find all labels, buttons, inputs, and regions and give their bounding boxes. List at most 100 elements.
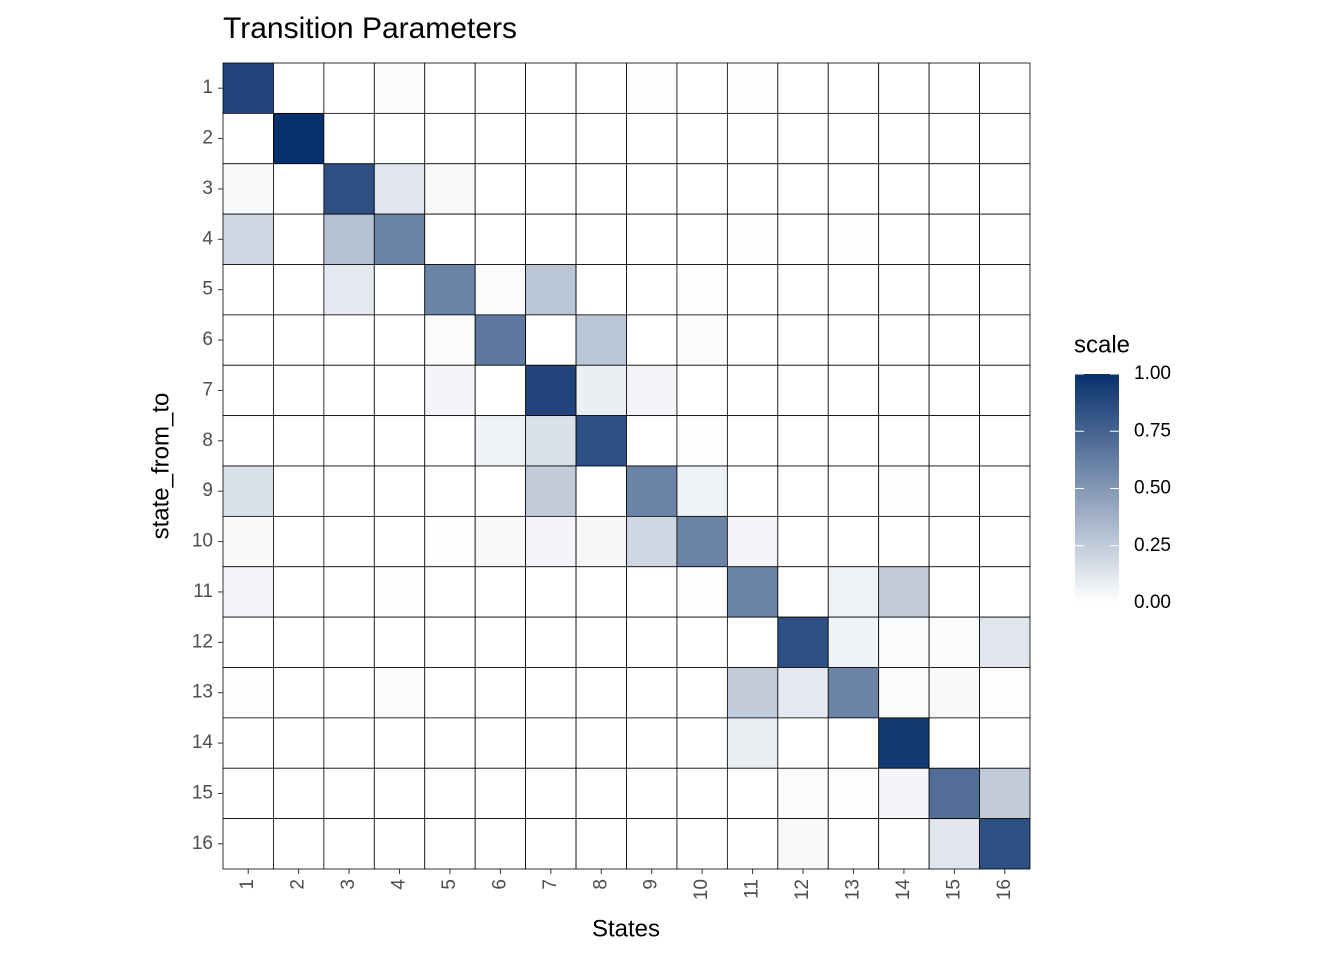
x-tick-label: 4 bbox=[389, 879, 410, 890]
cell bbox=[676, 163, 728, 215]
cell bbox=[777, 112, 829, 165]
y-tick-label: 14 bbox=[192, 732, 214, 753]
cell bbox=[424, 465, 476, 517]
cell bbox=[777, 415, 829, 467]
cell bbox=[323, 616, 375, 668]
cell bbox=[626, 667, 678, 719]
cell bbox=[273, 667, 325, 719]
cell bbox=[626, 213, 678, 265]
cell bbox=[928, 264, 980, 316]
cell bbox=[827, 314, 880, 366]
cell bbox=[575, 667, 627, 719]
cell bbox=[525, 667, 577, 719]
cell bbox=[777, 818, 829, 870]
cell bbox=[323, 415, 375, 467]
cell bbox=[626, 415, 678, 467]
cell bbox=[525, 213, 577, 265]
cell bbox=[726, 465, 779, 517]
x-tick-label: 14 bbox=[893, 879, 914, 901]
cell bbox=[373, 264, 426, 316]
cell bbox=[726, 818, 779, 870]
cell bbox=[676, 314, 728, 366]
cell bbox=[626, 112, 678, 165]
cell bbox=[575, 364, 627, 417]
cell bbox=[525, 62, 577, 114]
cell bbox=[827, 163, 880, 215]
cell bbox=[827, 818, 880, 870]
y-tick-label: 9 bbox=[202, 480, 213, 501]
cell bbox=[626, 818, 678, 870]
cell bbox=[777, 515, 829, 568]
cell bbox=[474, 767, 527, 820]
cell bbox=[222, 566, 274, 618]
cell bbox=[273, 515, 325, 568]
cell bbox=[676, 717, 728, 769]
colorbar-tick-label: 0.50 bbox=[1134, 478, 1171, 499]
cell bbox=[979, 213, 1031, 265]
cell bbox=[323, 163, 375, 215]
cell bbox=[575, 465, 627, 517]
y-tick-label: 1 bbox=[202, 77, 213, 98]
cell bbox=[575, 515, 627, 568]
cell bbox=[726, 667, 779, 719]
y-tick-label: 15 bbox=[192, 782, 213, 803]
cell bbox=[827, 62, 880, 114]
cell bbox=[575, 163, 627, 215]
cell bbox=[323, 667, 375, 719]
cell bbox=[525, 566, 577, 618]
cell bbox=[726, 415, 779, 467]
cell bbox=[525, 163, 577, 215]
cell bbox=[222, 415, 274, 467]
cell bbox=[979, 566, 1031, 618]
chart-title: Transition Parameters bbox=[223, 12, 517, 45]
cell bbox=[928, 364, 980, 417]
cell bbox=[323, 767, 375, 820]
cell bbox=[424, 717, 476, 769]
cell bbox=[575, 112, 627, 165]
cell bbox=[878, 818, 930, 870]
cell bbox=[222, 717, 274, 769]
x-tick-label: 7 bbox=[540, 879, 561, 890]
cell bbox=[424, 515, 476, 568]
cell bbox=[373, 767, 426, 820]
cell bbox=[777, 62, 829, 114]
cell bbox=[474, 163, 527, 215]
y-tick-label: 7 bbox=[202, 379, 213, 400]
x-tick-label: 13 bbox=[842, 879, 863, 900]
cell bbox=[928, 717, 980, 769]
cell bbox=[474, 667, 527, 719]
cell bbox=[626, 717, 678, 769]
cell bbox=[474, 818, 527, 870]
cell bbox=[222, 465, 274, 517]
cell bbox=[575, 616, 627, 668]
cell bbox=[726, 767, 779, 820]
cell bbox=[878, 364, 930, 417]
cell bbox=[273, 364, 325, 417]
cell bbox=[676, 515, 728, 568]
cell bbox=[676, 415, 728, 467]
cell bbox=[878, 213, 930, 265]
cell bbox=[928, 213, 980, 265]
cell bbox=[928, 314, 980, 366]
cell bbox=[928, 566, 980, 618]
y-tick-label: 3 bbox=[202, 178, 213, 199]
cell bbox=[474, 616, 527, 668]
cell bbox=[525, 818, 577, 870]
cell bbox=[424, 566, 476, 618]
x-tick-label: 9 bbox=[641, 879, 662, 890]
cell bbox=[626, 767, 678, 820]
cell bbox=[777, 163, 829, 215]
cell bbox=[222, 264, 274, 316]
cell bbox=[424, 818, 476, 870]
cell bbox=[525, 264, 577, 316]
cell bbox=[676, 264, 728, 316]
cell bbox=[878, 62, 930, 114]
cell bbox=[777, 566, 829, 618]
cell bbox=[525, 415, 577, 467]
cell bbox=[222, 667, 274, 719]
cell bbox=[525, 717, 577, 769]
cell bbox=[726, 163, 779, 215]
cell bbox=[575, 566, 627, 618]
cell bbox=[676, 667, 728, 719]
